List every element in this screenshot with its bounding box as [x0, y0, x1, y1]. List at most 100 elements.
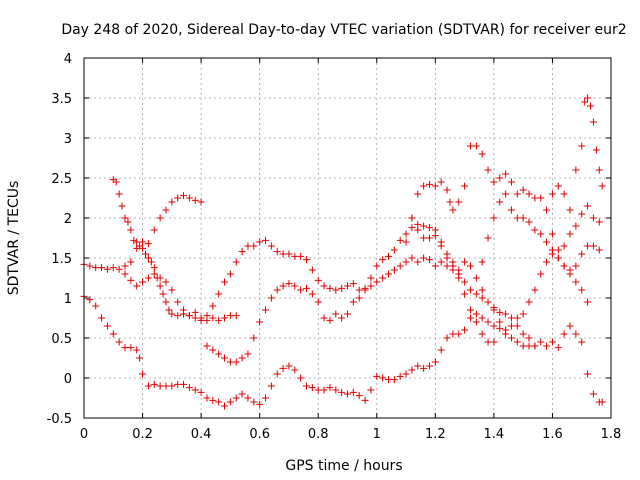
- data-point: [560, 330, 568, 338]
- data-point: [455, 330, 463, 338]
- data-point: [478, 286, 486, 294]
- data-point: [168, 286, 176, 294]
- data-point: [478, 258, 486, 266]
- data-point: [209, 314, 217, 322]
- series-track-d: [121, 192, 205, 270]
- data-point: [519, 310, 527, 318]
- data-point: [273, 370, 281, 378]
- y-axis-label: SDTVAR / TECUs: [6, 181, 22, 296]
- data-point: [367, 386, 375, 394]
- data-point: [308, 290, 316, 298]
- data-point: [139, 278, 147, 286]
- data-point: [285, 280, 293, 288]
- data-point: [572, 166, 580, 174]
- data-point: [408, 224, 416, 232]
- data-point: [98, 264, 106, 272]
- data-point: [420, 254, 428, 262]
- data-point: [86, 296, 94, 304]
- data-point: [425, 224, 433, 232]
- data-point: [437, 178, 445, 186]
- data-point: [420, 222, 428, 230]
- data-point: [478, 314, 486, 322]
- data-point: [431, 358, 439, 366]
- data-point: [308, 266, 316, 274]
- data-point: [490, 322, 498, 330]
- data-point: [592, 146, 600, 154]
- data-point: [496, 324, 504, 332]
- data-point: [197, 198, 205, 206]
- data-point: [338, 284, 346, 292]
- y-tick-label: 2.5: [51, 172, 72, 187]
- data-point: [174, 312, 182, 320]
- data-point: [461, 326, 469, 334]
- data-point: [153, 274, 161, 282]
- data-point: [168, 310, 176, 318]
- data-point: [525, 334, 533, 342]
- series-track-b: [80, 202, 603, 410]
- data-point: [344, 310, 351, 318]
- data-point: [156, 282, 164, 290]
- data-point: [502, 310, 510, 318]
- data-point: [361, 286, 369, 294]
- data-point: [496, 308, 504, 316]
- data-point: [344, 282, 351, 290]
- data-point: [349, 388, 357, 396]
- data-point: [86, 262, 94, 270]
- data-point: [537, 194, 545, 202]
- data-point: [297, 252, 305, 260]
- data-point: [373, 278, 381, 286]
- data-point: [531, 226, 539, 234]
- data-point: [262, 236, 270, 244]
- data-point: [332, 310, 340, 318]
- data-point: [121, 344, 129, 352]
- data-point: [431, 232, 439, 240]
- data-point: [232, 358, 240, 366]
- data-point: [543, 238, 551, 246]
- data-point: [390, 376, 398, 384]
- data-point: [595, 218, 603, 226]
- data-point: [449, 330, 457, 338]
- data-point: [124, 218, 132, 226]
- data-point: [425, 256, 433, 264]
- data-point: [267, 242, 275, 250]
- data-point: [531, 342, 539, 350]
- data-point: [431, 182, 439, 190]
- data-point: [168, 198, 176, 206]
- data-point: [139, 238, 147, 246]
- data-point: [127, 258, 135, 266]
- data-point: [478, 150, 486, 158]
- data-point: [303, 256, 311, 264]
- data-point: [396, 372, 404, 380]
- chart-title: Day 248 of 2020, Sidereal Day-to-day VTE…: [61, 22, 626, 38]
- data-point: [162, 382, 170, 390]
- data-point: [589, 390, 597, 398]
- data-point: [572, 222, 580, 230]
- data-point: [92, 264, 100, 272]
- data-point: [584, 370, 592, 378]
- data-point: [332, 286, 340, 294]
- data-point: [279, 364, 287, 372]
- data-point: [519, 342, 527, 350]
- data-point: [466, 306, 474, 314]
- y-tick-label: 0.5: [51, 332, 72, 347]
- data-point: [537, 270, 545, 278]
- data-point: [226, 398, 234, 406]
- series-track-c: [109, 176, 240, 324]
- data-point: [197, 314, 205, 322]
- data-point: [472, 318, 480, 326]
- data-point: [496, 174, 504, 182]
- data-point: [554, 246, 562, 254]
- data-point: [209, 396, 217, 404]
- data-point: [425, 234, 433, 242]
- data-point: [115, 190, 123, 198]
- data-point: [185, 194, 193, 202]
- data-point: [379, 274, 387, 282]
- data-point: [525, 218, 533, 226]
- data-point: [215, 290, 223, 298]
- data-point: [244, 242, 252, 250]
- data-point: [238, 354, 246, 362]
- data-point: [513, 314, 521, 322]
- data-point: [232, 258, 240, 266]
- data-point: [355, 294, 363, 302]
- data-point: [578, 210, 586, 218]
